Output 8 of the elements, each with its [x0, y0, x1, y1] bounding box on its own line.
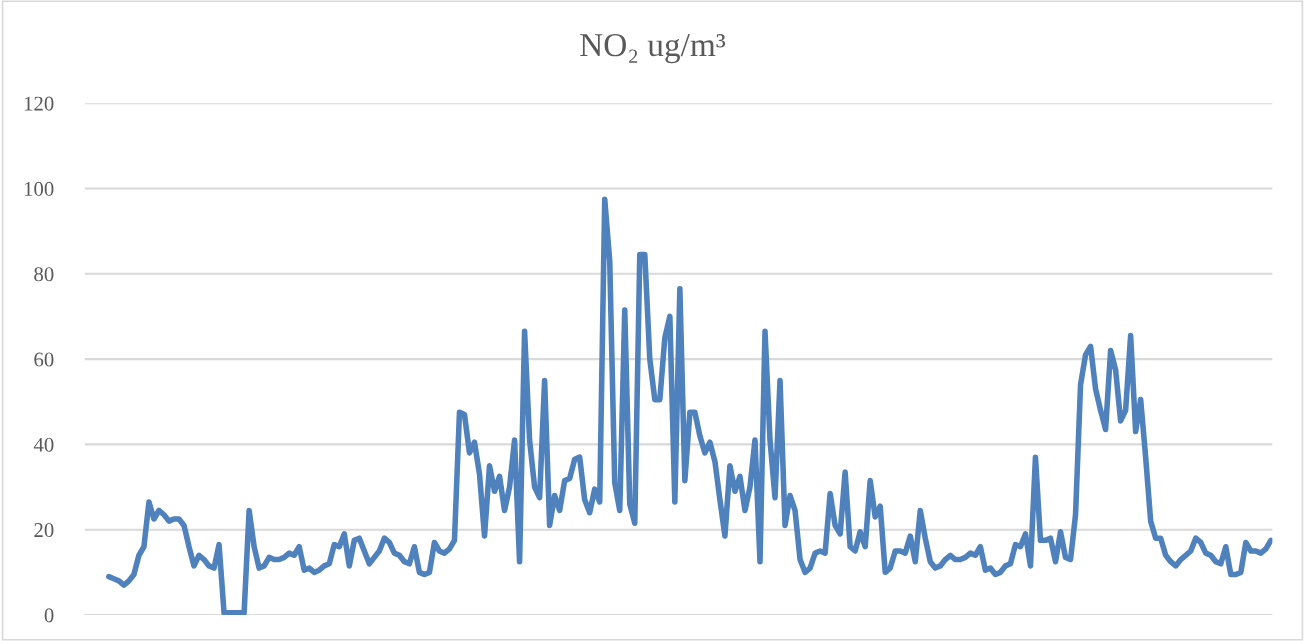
- y-tick-label: 20: [34, 523, 54, 538]
- y-tick-label: 80: [34, 267, 54, 282]
- chart-title: NO₂ ug/m³: [580, 33, 726, 64]
- y-tick-label: 100: [24, 181, 54, 196]
- y-tick-label: 60: [34, 352, 54, 367]
- y-tick-label: 0: [44, 608, 54, 623]
- y-tick-label: 40: [33, 437, 54, 452]
- y-tick-label: 120: [24, 96, 54, 111]
